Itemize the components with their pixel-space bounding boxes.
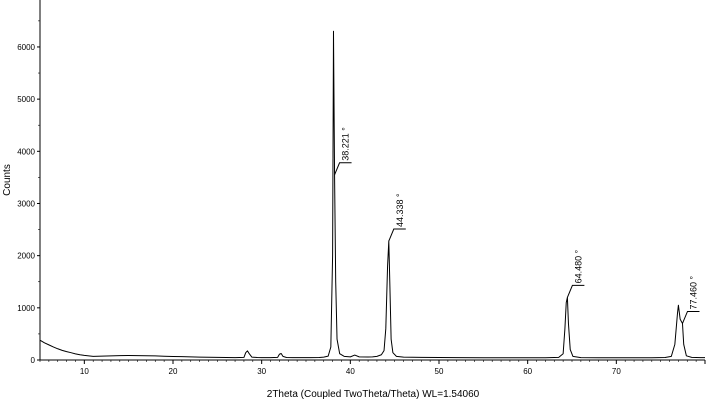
peak-marker	[566, 284, 585, 298]
y-tick-label: 6000	[17, 43, 35, 52]
peak-annotations: 38.221 ° 44.338 ° 64.480 ° 77.460 °	[334, 127, 700, 324]
peak-label: 77.460 °	[688, 275, 698, 309]
x-axis: 10 20 30 40 50 60 70	[39, 359, 706, 376]
peak-marker	[388, 228, 406, 242]
peak-label: 38.221 °	[341, 127, 351, 161]
y-tick-label: 0	[31, 356, 36, 365]
peak-marker	[334, 162, 352, 175]
peak-label: 64.480 °	[573, 249, 583, 283]
y-tick-label: 1000	[17, 304, 35, 313]
x-tick-label: 30	[257, 367, 266, 376]
x-tick-label: 10	[80, 367, 89, 376]
y-tick-label: 3000	[17, 199, 35, 208]
y-tick-label: 4000	[17, 147, 35, 156]
peak-marker	[682, 310, 700, 324]
x-axis-label: 2Theta (Coupled TwoTheta/Theta) WL=1.540…	[267, 389, 480, 400]
x-tick-label: 20	[169, 367, 178, 376]
y-tick-label: 5000	[17, 95, 35, 104]
y-axis-label: Counts	[2, 164, 13, 196]
x-tick-label: 70	[612, 367, 621, 376]
x-tick-label: 40	[346, 367, 355, 376]
peak-label: 44.338 °	[395, 193, 405, 227]
x-tick-label: 60	[523, 367, 532, 376]
y-axis: 0 1000 2000 3000 4000 5000 6000	[17, 0, 41, 365]
y-tick-label: 2000	[17, 252, 35, 261]
x-tick-label: 50	[435, 367, 444, 376]
